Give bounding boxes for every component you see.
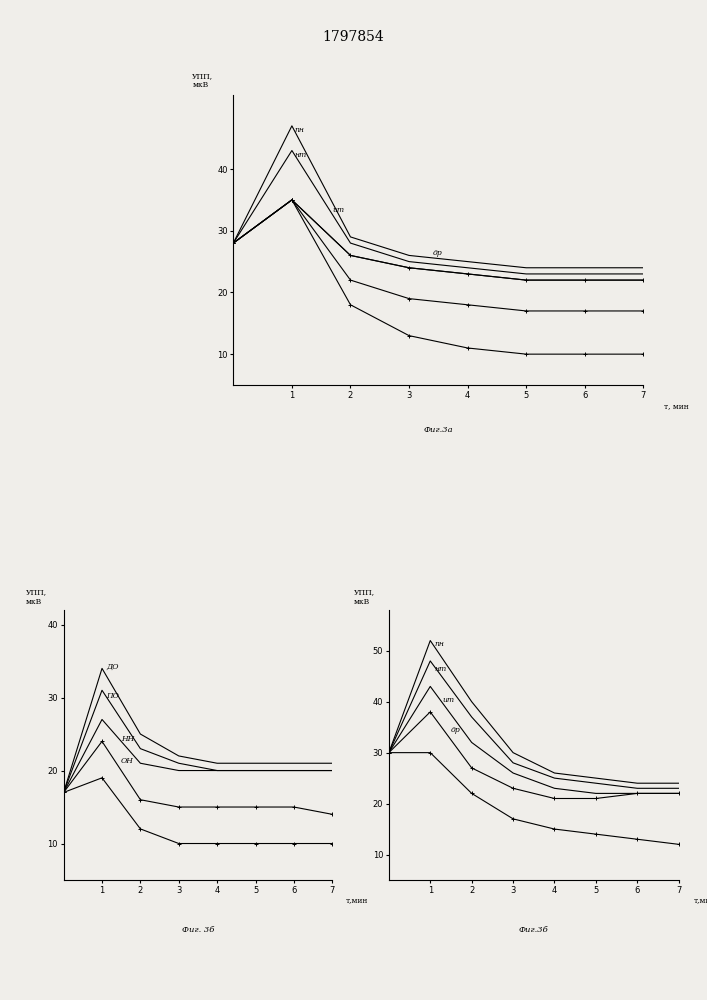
Text: ит: ит [443, 696, 455, 704]
Text: ДО: ДО [106, 662, 118, 670]
Text: дp: дp [451, 726, 461, 734]
Text: Фиг.3б: Фиг.3б [519, 926, 549, 934]
Text: пн: пн [295, 126, 305, 134]
Text: УПП,
мкВ: УПП, мкВ [192, 72, 214, 89]
Text: УПП,
мкВ: УПП, мкВ [354, 588, 375, 606]
Text: дp: дp [433, 249, 443, 257]
Text: нт: нт [434, 665, 447, 673]
Text: 1797854: 1797854 [322, 30, 385, 44]
Text: т,мин: т,мин [694, 896, 707, 904]
Text: т, мин: т, мин [664, 402, 689, 410]
Text: Фиг.3а: Фиг.3а [423, 426, 453, 434]
Text: т,мин: т,мин [346, 896, 368, 904]
Text: Фиг. 3б: Фиг. 3б [182, 926, 214, 934]
Text: УПП,
мкВ: УПП, мкВ [26, 588, 47, 606]
Text: ПО: ПО [106, 692, 119, 700]
Text: нт: нт [295, 151, 307, 159]
Text: пн: пн [434, 640, 444, 648]
Text: ит: ит [333, 206, 345, 214]
Text: ОН: ОН [121, 757, 134, 765]
Text: НН: НН [121, 735, 134, 743]
